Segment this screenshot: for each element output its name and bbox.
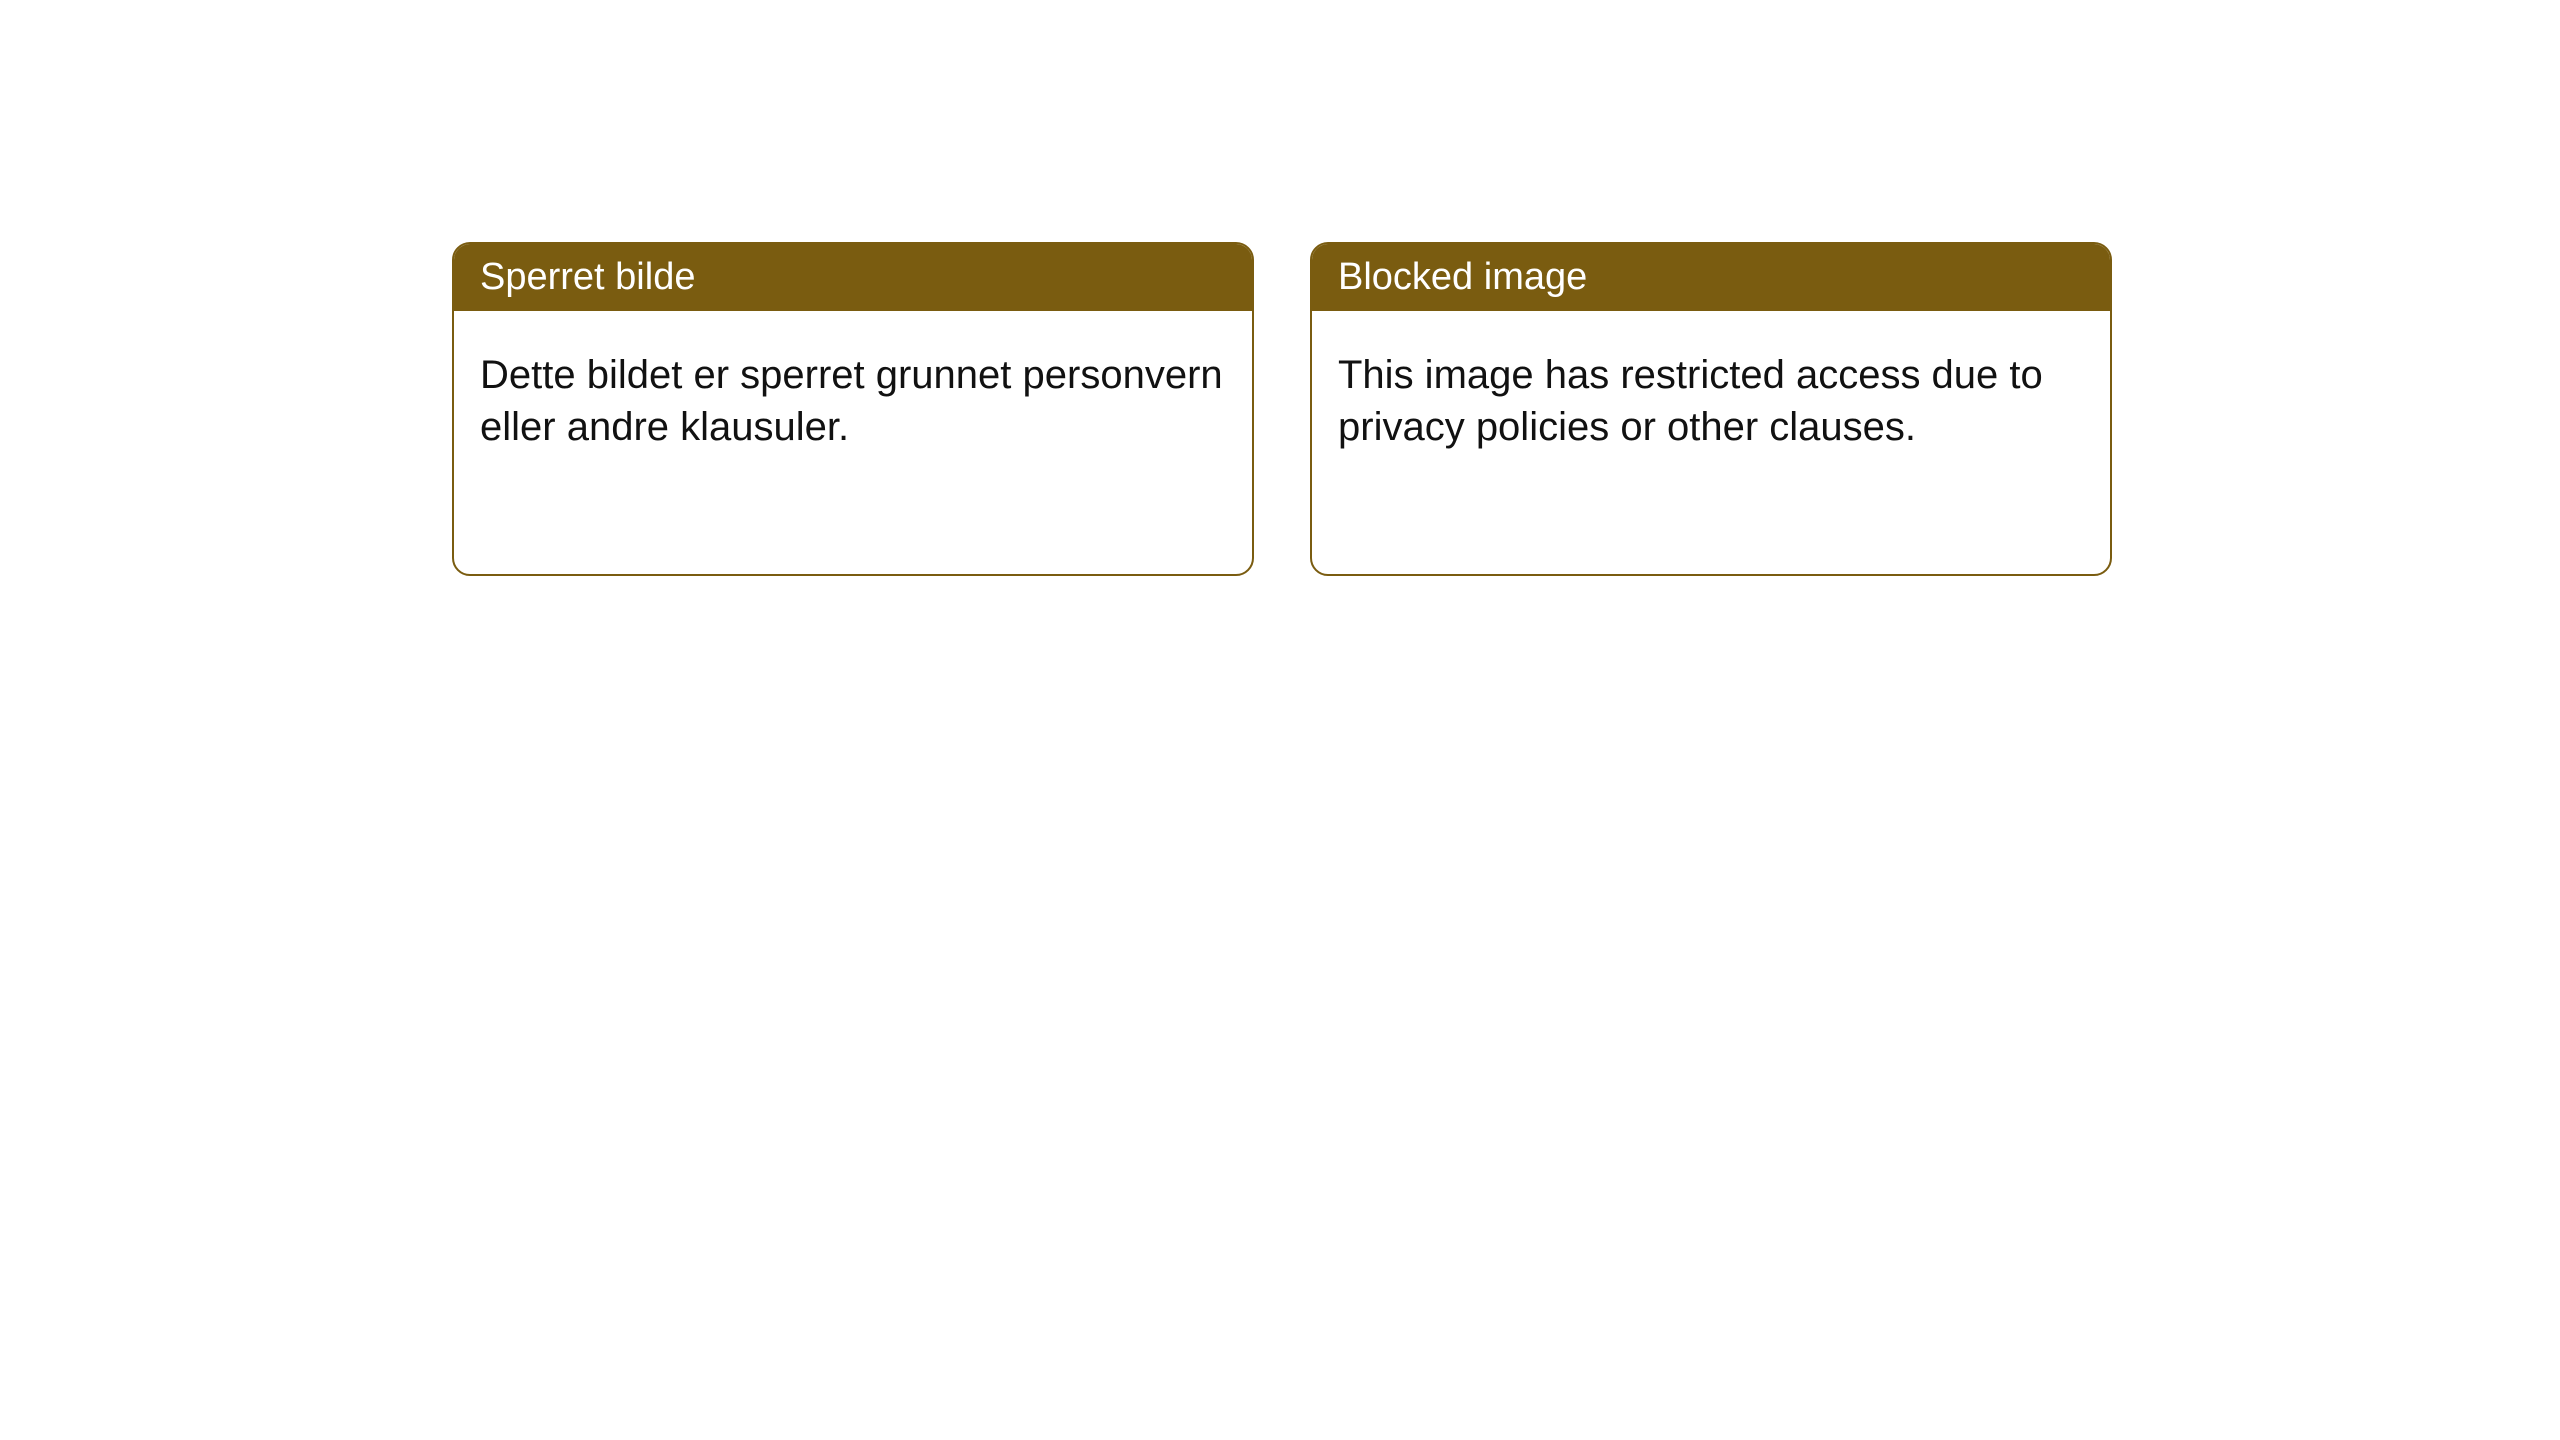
- notice-card-norwegian: Sperret bilde Dette bildet er sperret gr…: [452, 242, 1254, 576]
- notice-body-norwegian: Dette bildet er sperret grunnet personve…: [454, 311, 1252, 479]
- notice-container: Sperret bilde Dette bildet er sperret gr…: [0, 0, 2560, 576]
- notice-body-english: This image has restricted access due to …: [1312, 311, 2110, 479]
- notice-title-english: Blocked image: [1312, 244, 2110, 311]
- notice-title-norwegian: Sperret bilde: [454, 244, 1252, 311]
- notice-card-english: Blocked image This image has restricted …: [1310, 242, 2112, 576]
